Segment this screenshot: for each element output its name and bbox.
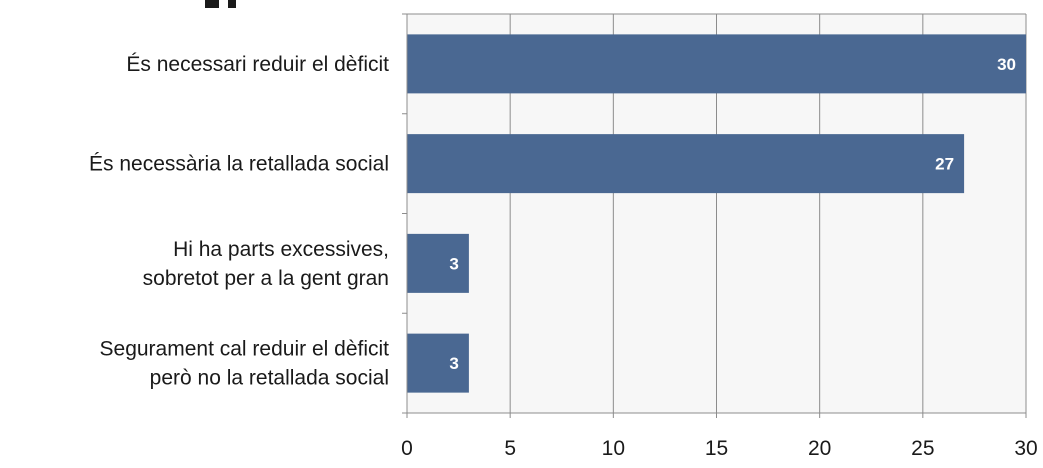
bar-4 (407, 333, 469, 393)
x-tick-label-0: 0 (401, 437, 413, 460)
category-label-line: Segurament cal reduir el dèficit (100, 338, 390, 361)
x-tick-label-15: 15 (705, 437, 728, 460)
x-tick-label-25: 25 (911, 437, 934, 460)
bar-1 (407, 34, 1026, 94)
x-tick-label-20: 20 (808, 437, 831, 460)
x-tick-label-5: 5 (504, 437, 516, 460)
category-label-line: però no la retallada social (150, 367, 389, 390)
category-label-1: És necessari reduir el dèficit (126, 53, 389, 76)
data-label-2: 27 (935, 155, 954, 174)
data-label-3: 3 (449, 254, 458, 273)
category-label-3: Hi ha parts excessives, sobretot per a la… (143, 238, 389, 290)
data-label-4: 3 (449, 354, 458, 373)
data-label-1: 30 (997, 55, 1016, 74)
category-label-line: És necessària la retallada social (89, 153, 389, 176)
x-tick-label-10: 10 (602, 437, 625, 460)
bar-2 (407, 134, 965, 194)
bar-3 (407, 233, 469, 293)
title-fragment (205, 0, 236, 8)
category-label-line: Hi ha parts excessives, (173, 238, 389, 261)
x-tick-label-30: 30 (1014, 437, 1037, 460)
category-label-line: sobretot per a la gent gran (143, 267, 389, 290)
category-label-4: Segurament cal reduir el dèficit però no … (100, 338, 390, 390)
category-label-2: És necessària la retallada social (89, 153, 389, 176)
category-label-line: És necessari reduir el dèficit (126, 53, 389, 76)
